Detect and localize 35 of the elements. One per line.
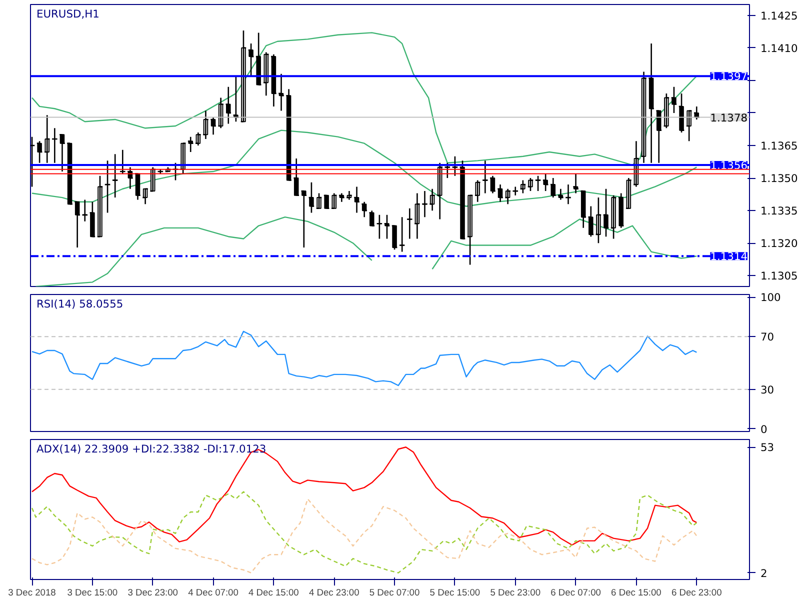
x-tick-label: 3 Dec 2018	[8, 588, 56, 598]
y-tick-label: 0	[760, 422, 768, 436]
ref-line-label: 1.1378	[710, 111, 748, 124]
chart-title: RSI(14) 58.0555	[36, 298, 124, 310]
x-tick-label: 6 Dec 23:00	[671, 588, 722, 598]
chart-title: ADX(14) 22.3909 +DI:22.3382 -DI:17.0123	[36, 442, 266, 456]
x-tick-label: 5 Dec 23:00	[490, 588, 541, 598]
x-tick-label: 3 Dec 15:00	[67, 588, 118, 598]
ref-line-label: 1.1356	[710, 159, 748, 172]
y-tick-label: 30	[760, 383, 774, 396]
x-tick-label: 4 Dec 15:00	[248, 588, 299, 598]
y-tick-label: 100	[760, 291, 782, 304]
line-series	[31, 32, 698, 166]
candlestick	[66, 142, 74, 205]
y-tick-label: 1.1365	[760, 140, 798, 152]
chart-title: EURUSD,H1	[36, 8, 100, 20]
y-tick-label: 1.1425	[760, 9, 798, 22]
x-tick-label: 5 Dec 15:00	[430, 588, 480, 598]
y-tick-label: 1.1410	[760, 42, 798, 55]
y-tick-label: 1.1320	[760, 237, 798, 250]
y-tick-label: 1.1335	[760, 204, 798, 218]
y-tick-label: 1.1305	[760, 270, 798, 283]
x-tick-label: 5 Dec 07:00	[369, 588, 420, 598]
ref-line-label: 1.1314	[710, 250, 748, 264]
ref-line-label: 1.1397	[710, 70, 748, 84]
y-tick-label: 53	[760, 441, 774, 454]
y-tick-label: 1.1350	[760, 172, 798, 186]
x-tick-label: 6 Dec 15:00	[611, 588, 662, 598]
x-tick-label: 4 Dec 23:00	[308, 588, 360, 598]
x-tick-label: 4 Dec 07:00	[188, 588, 238, 598]
line-series	[31, 330, 698, 386]
x-tick-label: 6 Dec 07:00	[550, 588, 601, 598]
y-tick-label: 70	[760, 330, 774, 344]
x-tick-label: 3 Dec 23:00	[128, 588, 178, 598]
y-tick-label: 2	[760, 566, 768, 580]
